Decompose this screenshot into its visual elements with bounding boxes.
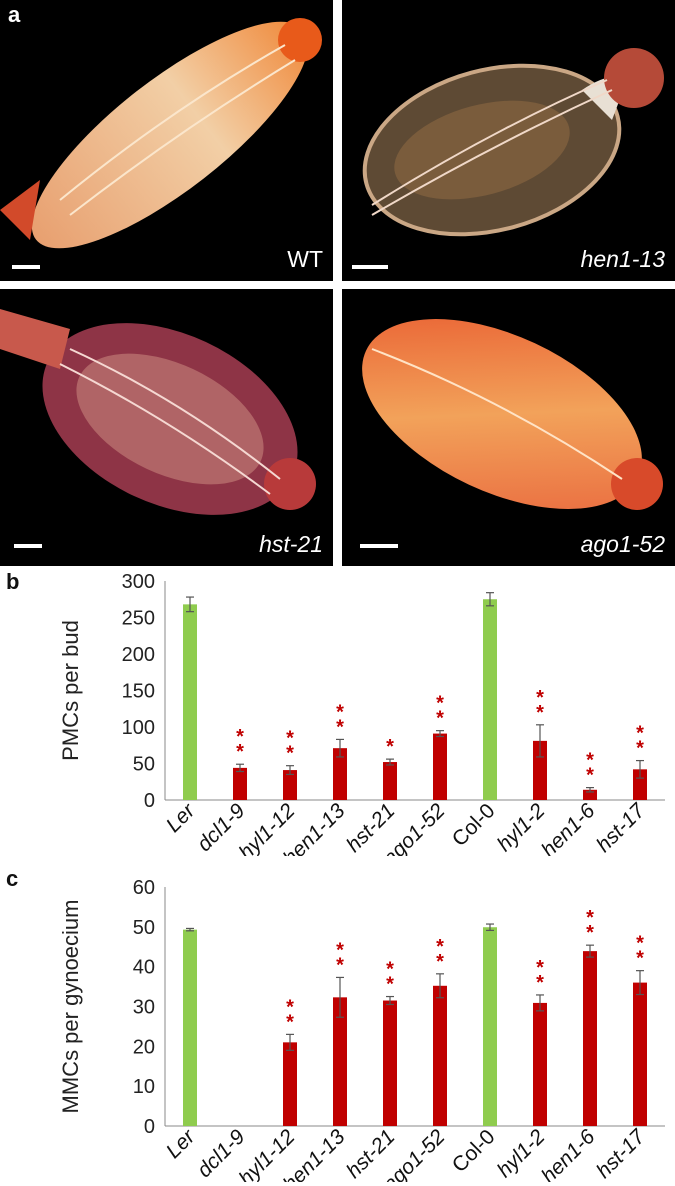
- pmc-chart: 0 50 100 150 200 250 300 PMCs per bud Ler * * dcl1-…: [0, 566, 675, 856]
- bar-Ler: [183, 604, 197, 800]
- gynoecium-hst-21-drawing: [0, 309, 316, 515]
- category-label-Ler: Ler: [162, 799, 200, 837]
- bar-hyl1-2: [533, 740, 547, 800]
- bar-hyl1-12: [283, 1042, 297, 1126]
- bar-Col-0: [483, 599, 497, 800]
- significance-star: *: [436, 693, 444, 715]
- category-label-hst-17: hst-17: [592, 798, 650, 856]
- significance-star: *: [336, 701, 344, 723]
- gynoecium-wt-drawing: [0, 18, 322, 249]
- y-tick-label: 100: [122, 717, 155, 739]
- significance-star: *: [236, 741, 244, 763]
- significance-star: *: [536, 687, 544, 709]
- micrograph-hst-21: hst-21: [0, 289, 333, 566]
- significance-star: *: [286, 996, 294, 1018]
- y-tick-label: 200: [122, 644, 155, 666]
- bar-hyl1-2: [533, 1002, 547, 1126]
- bar-dcl1-9: [233, 767, 247, 800]
- y-tick-label: 30: [133, 997, 155, 1019]
- category-label-hen1-6: hen1-6: [537, 1125, 600, 1182]
- significance-star: *: [636, 723, 644, 745]
- y-tick-label: 50: [133, 754, 155, 776]
- gynoecium-hen1-13-drawing: [362, 48, 664, 237]
- y-tick-label: 250: [122, 608, 155, 630]
- y-tick-label: 0: [144, 790, 155, 812]
- category-label-Col-0: Col-0: [448, 799, 500, 851]
- significance-star: *: [386, 974, 394, 996]
- y-tick-label: 10: [133, 1076, 155, 1098]
- significance-star: *: [636, 948, 644, 970]
- significance-star: *: [336, 939, 344, 961]
- bar-hen1-6: [583, 789, 597, 800]
- category-label-hst-17: hst-17: [592, 1124, 650, 1182]
- significance-star: *: [536, 702, 544, 724]
- bar-hyl1-12: [283, 770, 297, 800]
- significance-star: *: [286, 1011, 294, 1033]
- significance-star: *: [286, 743, 294, 765]
- gynoecium-ago1-52-drawing: [362, 319, 663, 510]
- bar-hst-17: [633, 769, 647, 800]
- significance-star: *: [336, 716, 344, 738]
- genotype-label-wt: WT: [287, 246, 323, 272]
- scale-bar: [14, 544, 42, 548]
- significance-star: *: [636, 738, 644, 760]
- y-tick-label: 0: [144, 1116, 155, 1138]
- panel-c-letter: c: [6, 866, 19, 891]
- bar-hst-17: [633, 982, 647, 1126]
- panel-b-letter: b: [6, 569, 20, 594]
- significance-star: *: [536, 972, 544, 994]
- genotype-label-hen1-13: hen1-13: [580, 246, 665, 272]
- scale-bar: [12, 265, 40, 269]
- bar-ago1-52: [433, 733, 447, 800]
- micrograph-ago1-52: ago1-52: [342, 289, 675, 566]
- bar-hen1-6: [583, 951, 597, 1126]
- y-tick-label: 20: [133, 1036, 155, 1058]
- mmc-chart: 0 10 20 30 40 50 60 MMCs per gynoecium Ler dcl1-9…: [0, 862, 675, 1182]
- y-tick-label: 50: [133, 917, 155, 939]
- micrograph-hen1-13: hen1-13: [342, 0, 675, 281]
- y-tick-label: 150: [122, 681, 155, 703]
- significance-star: *: [336, 954, 344, 976]
- y-tick-label: 300: [122, 571, 155, 593]
- significance-star: *: [586, 907, 594, 929]
- genotype-label-ago1-52: ago1-52: [580, 531, 665, 557]
- y-axis-label: MMCs per gynoecium: [58, 900, 83, 1114]
- bar-hen1-13: [333, 997, 347, 1126]
- significance-star: *: [436, 951, 444, 973]
- bar-Col-0: [483, 927, 497, 1126]
- significance-star: *: [586, 765, 594, 787]
- scale-bar: [352, 265, 388, 269]
- significance-star: *: [436, 936, 444, 958]
- significance-star: *: [286, 728, 294, 750]
- significance-star: *: [386, 736, 394, 758]
- significance-star: *: [586, 922, 594, 944]
- bar-hen1-13: [333, 748, 347, 800]
- y-tick-label: 40: [133, 957, 155, 979]
- scale-bar: [360, 544, 398, 548]
- bar-hst-21: [383, 1000, 397, 1126]
- significance-star: *: [236, 726, 244, 748]
- significance-star: *: [436, 708, 444, 730]
- bar-Ler: [183, 929, 197, 1126]
- category-label-Ler: Ler: [162, 1125, 200, 1163]
- y-axis-label: PMCs per bud: [58, 620, 83, 761]
- bar-ago1-52: [433, 985, 447, 1126]
- significance-star: *: [636, 933, 644, 955]
- significance-star: *: [586, 750, 594, 772]
- category-label-Col-0: Col-0: [448, 1125, 500, 1177]
- panel-a-letter: a: [8, 2, 21, 27]
- significance-star: *: [536, 957, 544, 979]
- significance-star: *: [386, 959, 394, 981]
- bar-hst-21: [383, 762, 397, 800]
- y-tick-label: 60: [133, 877, 155, 899]
- micrograph-wt: WT: [0, 0, 333, 281]
- genotype-label-hst-21: hst-21: [259, 531, 323, 557]
- category-label-hen1-6: hen1-6: [537, 799, 600, 856]
